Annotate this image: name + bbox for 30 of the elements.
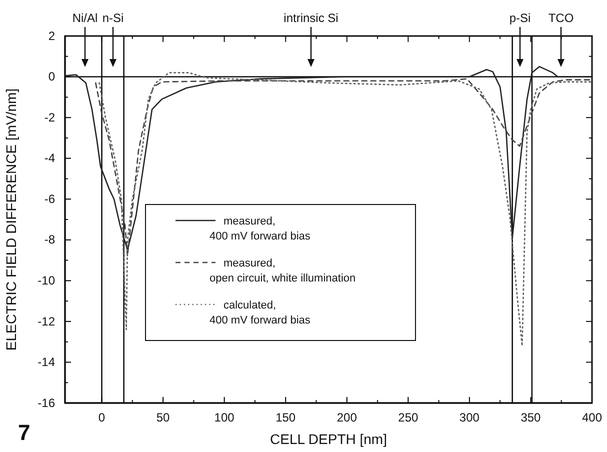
y-tick-label: -2 — [44, 110, 56, 124]
legend-label: measured, 400 mV forward bias — [210, 216, 311, 242]
x-tick-label: 300 — [459, 410, 480, 425]
text: Ni/Al — [72, 11, 98, 25]
y-tick-label: -12 — [38, 314, 56, 328]
text: TCO — [548, 11, 574, 25]
x-axis-title: CELL DEPTH [nm] — [270, 431, 387, 447]
y-axis-title: ELECTRIC FIELD DIFFERENCE [mV/nm] — [3, 88, 19, 351]
y-tick-label: -16 — [38, 396, 56, 410]
y-tick-label: 0 — [48, 70, 56, 84]
y-tick-label: -10 — [38, 274, 56, 288]
y-tick-label: -14 — [38, 355, 56, 370]
x-tick-label: 0 — [98, 410, 106, 425]
x-tick-label: 150 — [276, 410, 296, 425]
legend-label: calculated, 400 mV forward bias — [210, 300, 311, 326]
x-tick-label: 250 — [398, 410, 418, 425]
text: intrinsic Si — [284, 11, 338, 25]
text: p-Si — [509, 11, 531, 25]
x-tick-label: 100 — [214, 410, 235, 425]
y-tick-label: -8 — [44, 232, 56, 247]
x-tick-label: 50 — [156, 410, 170, 425]
y-tick-label: 2 — [48, 28, 56, 43]
y-tick-label: -4 — [44, 151, 56, 166]
x-tick-label: 350 — [520, 410, 542, 425]
y-tick-label: -6 — [44, 192, 56, 206]
legend-label: measured, open circuit, white illumination — [210, 258, 356, 284]
x-tick-label: 200 — [336, 410, 358, 425]
text: 7 — [18, 420, 30, 445]
x-tick-label: 400 — [582, 410, 602, 425]
text: n-Si — [102, 11, 124, 25]
